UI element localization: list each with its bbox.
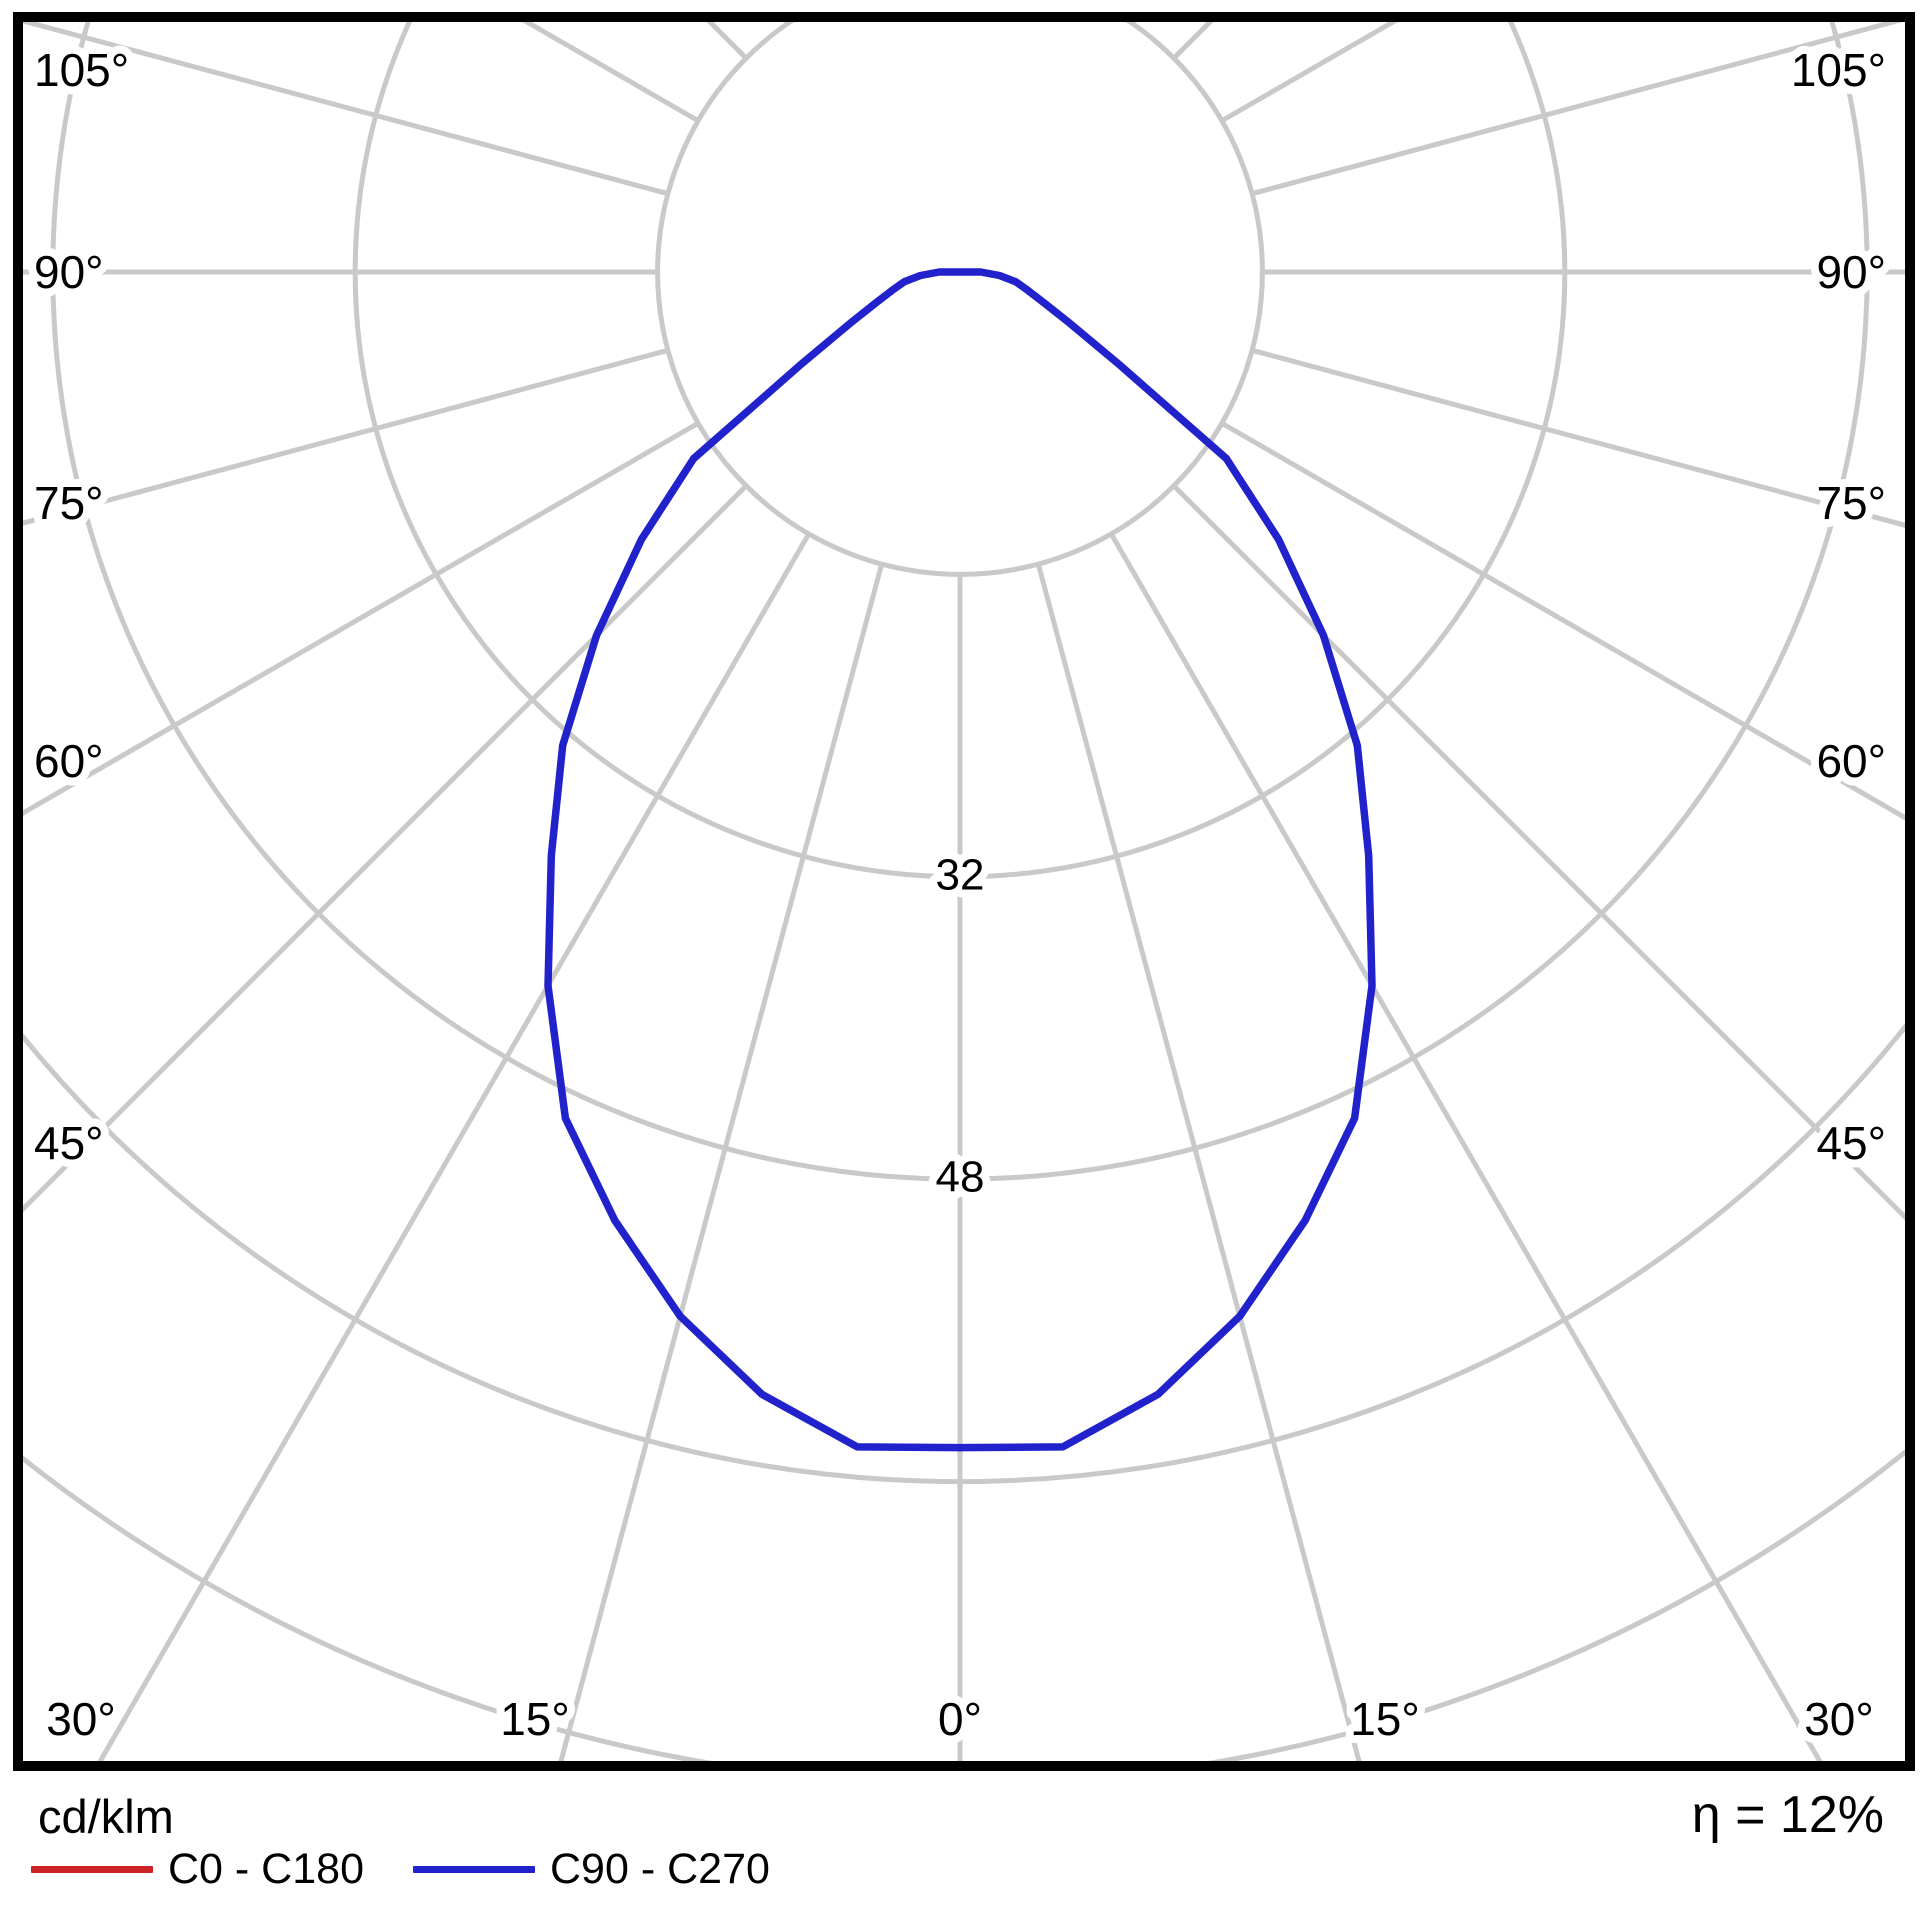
legend-line-c90-c270-swatch (413, 1865, 535, 1873)
angle-label-bottom-4-30°: 30° (1804, 1693, 1874, 1745)
legend-item-c90-c270: C90 - C270 (413, 1845, 770, 1893)
angle-label-left-105°: 105° (34, 44, 129, 96)
angle-label-right-90°: 90° (1816, 246, 1886, 298)
grid-ring-16 (655, 22, 1265, 577)
legend-line-c0-c180-swatch (31, 1865, 153, 1873)
angle-label-right-45°: 45° (1816, 1117, 1886, 1169)
unit-label: cd/klm (38, 1790, 174, 1843)
grid-ray--45 (23, 483, 749, 1213)
grid-ray--150 (0, 0, 809, 11)
legend-item-c0-c180: C0 - C180 (31, 1845, 364, 1893)
angle-label-bottom-2-0°: 0° (938, 1693, 982, 1745)
angle-label-bottom-1-15°: 15° (500, 1693, 570, 1745)
grid-ray--15 (558, 563, 885, 1761)
angle-label-bottom-0-30°: 30° (46, 1693, 116, 1745)
angle-label-left-75°: 75° (34, 477, 104, 529)
grid-ray--75 (23, 347, 669, 526)
grid-ray--30 (97, 532, 812, 1761)
grid-ray-30 (1108, 532, 1823, 1761)
legend-label-c90-c270: C90 - C270 (550, 1844, 770, 1893)
angle-label-right-75°: 75° (1816, 477, 1886, 529)
legend-label-c0-c180: C0 - C180 (168, 1844, 364, 1893)
angle-label-left-45°: 45° (34, 1117, 104, 1169)
chart-frame (13, 12, 1915, 1771)
curve-c90-c270 (544, 268, 1376, 1452)
angle-label-bottom-3-15°: 15° (1350, 1693, 1420, 1745)
angle-label-right-105°: 105° (1791, 44, 1886, 96)
angle-label-left-90°: 90° (34, 246, 104, 298)
angle-label-left-60°: 60° (34, 735, 104, 787)
efficiency-label: η = 12% (1691, 1786, 1884, 1844)
grid-ray-150 (1111, 0, 1920, 11)
grid-ray-60 (1220, 420, 1905, 821)
ring-value-label-32: 32 (936, 851, 985, 900)
grid-ray-105 (1251, 22, 1903, 197)
grid-ray--60 (23, 420, 700, 816)
grid-ray-15 (1035, 563, 1362, 1761)
grid-ray-75 (1251, 347, 1905, 528)
angle-label-right-60°: 60° (1816, 735, 1886, 787)
grid-ray--105 (23, 22, 669, 197)
grid-ray-45 (1171, 483, 1905, 1221)
ring-value-label-48: 48 (936, 1153, 985, 1202)
